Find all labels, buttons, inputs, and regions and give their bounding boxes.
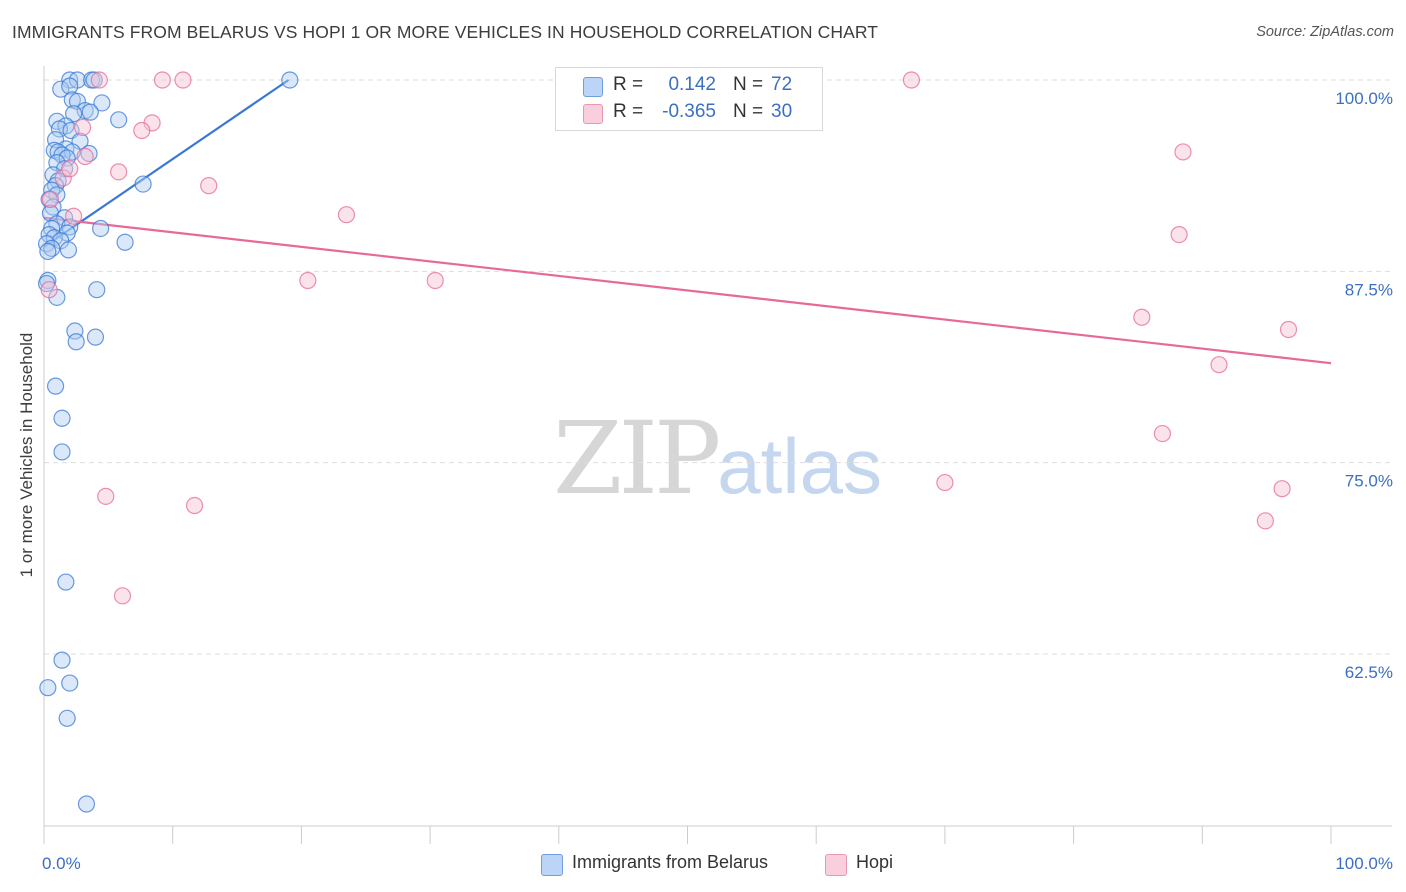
point-hopi <box>74 118 92 137</box>
point-belarus <box>53 409 71 427</box>
y-tick-label: 87.5% <box>1345 280 1393 299</box>
point-hopi <box>153 71 172 89</box>
point-belarus <box>116 233 134 251</box>
point-hopi <box>299 271 317 290</box>
point-belarus <box>77 795 96 813</box>
legend-swatch-belarus <box>541 854 563 876</box>
point-hopi <box>76 147 94 166</box>
point-hopi <box>185 496 204 515</box>
point-hopi <box>61 160 79 178</box>
point-hopi <box>133 121 151 140</box>
point-belarus <box>49 172 67 190</box>
series-hopi <box>40 71 1298 605</box>
legend-row-belarus: R = 0.142 N = 72 <box>556 74 822 100</box>
point-hopi <box>1174 143 1192 161</box>
point-belarus <box>39 242 57 261</box>
point-hopi <box>54 169 72 187</box>
legend-n-value: 30 <box>771 101 793 122</box>
legend-swatch-hopi <box>583 104 603 124</box>
point-hopi <box>1210 356 1228 374</box>
legend-label-hopi: Hopi <box>856 852 894 872</box>
point-hopi <box>40 281 58 299</box>
point-hopi <box>1153 424 1172 443</box>
point-belarus <box>39 679 57 697</box>
legend-swatch-belarus <box>583 77 603 97</box>
point-belarus <box>53 443 71 461</box>
series-belarus <box>37 71 299 813</box>
point-hopi <box>1170 225 1188 244</box>
point-hopi <box>1133 308 1151 326</box>
point-belarus <box>67 333 85 351</box>
trend-line-belarus <box>43 79 290 248</box>
point-hopi <box>1256 512 1274 530</box>
legend-row-hopi: R = -0.365 N = 30 <box>556 101 822 127</box>
x-tick-label: 0.0% <box>42 854 81 873</box>
point-belarus <box>86 328 105 346</box>
y-axis-label: 1 or more Vehicles in Household <box>17 332 36 578</box>
trend-line-hopi <box>43 216 1332 365</box>
point-hopi <box>90 71 108 89</box>
watermark: ZIPatlas <box>553 400 882 517</box>
point-hopi <box>110 163 128 181</box>
point-belarus <box>59 241 78 259</box>
point-belarus <box>46 377 65 395</box>
point-hopi <box>65 207 83 225</box>
point-belarus <box>57 573 75 591</box>
legend-r-label: R = <box>613 101 644 122</box>
point-hopi <box>41 190 60 208</box>
x-tick-label: 100.0% <box>1335 854 1393 873</box>
y-tick-label: 100.0% <box>1335 89 1393 108</box>
legend-n-value: 72 <box>771 74 793 95</box>
legend-r-value: -0.365 <box>662 101 716 122</box>
point-belarus <box>92 219 110 238</box>
point-hopi <box>97 487 115 505</box>
stats-legend: R = 0.142 N = 72 R = -0.365 N = 30 <box>555 67 823 131</box>
y-tick-label: 62.5% <box>1345 663 1393 682</box>
point-belarus <box>93 94 111 112</box>
point-hopi <box>902 71 921 89</box>
trend-lines <box>43 79 1332 365</box>
legend-n-label: N = <box>733 74 764 95</box>
legend-n-label: N = <box>733 101 764 122</box>
point-belarus <box>88 281 106 299</box>
point-belarus <box>61 674 79 692</box>
legend-r-value: 0.142 <box>668 74 716 95</box>
chart-title: IMMIGRANTS FROM BELARUS VS HOPI 1 OR MOR… <box>12 22 879 42</box>
point-belarus <box>61 77 79 95</box>
watermark-zip: ZIP <box>553 400 721 517</box>
point-belarus <box>53 651 71 669</box>
point-hopi <box>426 271 444 290</box>
legend-r-label: R = <box>613 74 644 95</box>
point-hopi <box>174 71 192 89</box>
point-belarus <box>52 80 70 98</box>
y-tick-label: 75.0% <box>1345 472 1393 491</box>
point-hopi <box>113 587 132 605</box>
point-hopi <box>936 473 954 492</box>
point-belarus <box>281 71 299 89</box>
source-label: Source: ZipAtlas.com <box>1256 24 1394 40</box>
legend-label-belarus: Immigrants from Belarus <box>572 852 769 872</box>
point-belarus <box>58 149 76 167</box>
watermark-atlas: atlas <box>717 422 883 510</box>
axes <box>43 66 1392 844</box>
point-hopi <box>1279 320 1298 339</box>
point-belarus <box>110 111 128 129</box>
point-belarus <box>134 175 152 193</box>
tick-labels: 100.0% 87.5% 75.0% 62.5% 0.0% 100.0% <box>42 89 1393 873</box>
point-belarus <box>81 103 99 121</box>
point-belarus <box>58 709 76 727</box>
point-belarus <box>65 105 83 123</box>
point-hopi <box>337 206 356 224</box>
point-belarus <box>85 71 103 89</box>
point-hopi <box>1273 480 1291 498</box>
legend-swatch-hopi <box>825 854 847 876</box>
data-points <box>37 71 1298 813</box>
point-hopi <box>200 177 218 195</box>
grid-lines <box>44 79 1392 655</box>
